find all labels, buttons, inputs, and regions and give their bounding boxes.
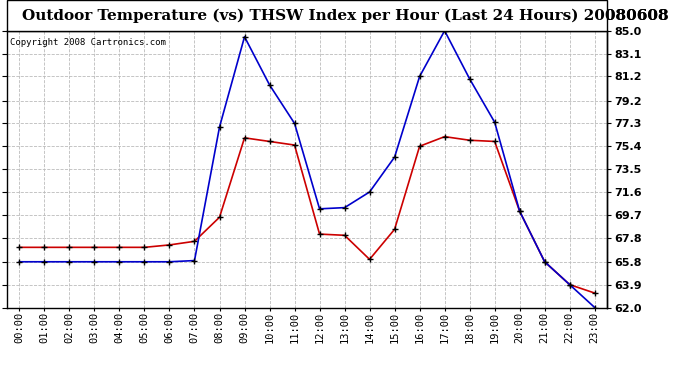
Text: Copyright 2008 Cartronics.com: Copyright 2008 Cartronics.com [10,38,166,46]
Text: Outdoor Temperature (vs) THSW Index per Hour (Last 24 Hours) 20080608: Outdoor Temperature (vs) THSW Index per … [21,8,669,22]
Text: Outdoor Temperature (vs) THSW Index per Hour (Last 24 Hours) 20080608: Outdoor Temperature (vs) THSW Index per … [21,8,669,22]
